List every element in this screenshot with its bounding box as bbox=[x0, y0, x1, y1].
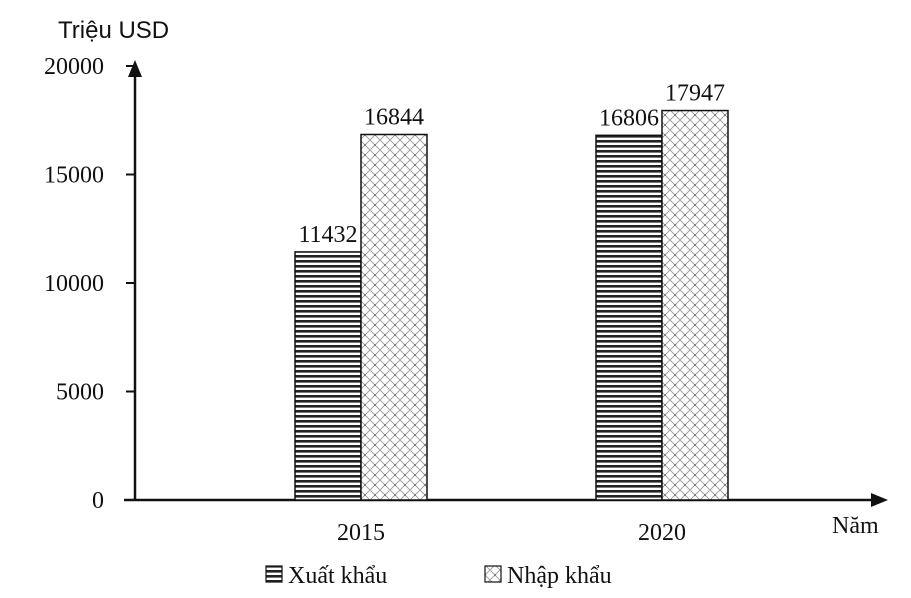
legend-swatch-xuat-khau bbox=[265, 565, 283, 583]
bar-nhap-khau-2020 bbox=[661, 109, 729, 501]
data-label: 11432 bbox=[298, 222, 357, 248]
y-axis-label: Triệu USD bbox=[58, 17, 169, 44]
x-category-label: 2015 bbox=[337, 520, 385, 546]
bar-xuat-khau-2020 bbox=[595, 134, 663, 501]
y-tick-label: 20000 bbox=[44, 54, 104, 80]
x-category-label: 2020 bbox=[638, 520, 686, 546]
legend-label: Xuất khẩu bbox=[288, 563, 387, 589]
legend-swatch-nhap-khau bbox=[484, 565, 502, 583]
data-label: 16844 bbox=[364, 104, 424, 130]
bar-xuat-khau-2015 bbox=[294, 251, 362, 501]
data-label: 17947 bbox=[665, 81, 725, 107]
y-tick-label: 15000 bbox=[44, 163, 104, 189]
x-axis-label: Năm bbox=[832, 513, 879, 539]
y-tick-label: 0 bbox=[92, 488, 104, 514]
x-axis-arrow bbox=[871, 493, 888, 507]
data-label: 16806 bbox=[599, 105, 659, 131]
y-ticks: 0 5000 10000 15000 20000 bbox=[44, 54, 135, 514]
x-categories: 2015 2020 bbox=[337, 520, 686, 546]
y-tick-label: 5000 bbox=[56, 380, 104, 406]
y-axis-arrow bbox=[128, 60, 142, 77]
legend-label: Nhập khẩu bbox=[507, 563, 612, 589]
bar-nhap-khau-2015 bbox=[360, 133, 428, 501]
y-tick-label: 10000 bbox=[44, 271, 104, 297]
legend: Xuất khẩu Nhập khẩu bbox=[265, 563, 612, 589]
